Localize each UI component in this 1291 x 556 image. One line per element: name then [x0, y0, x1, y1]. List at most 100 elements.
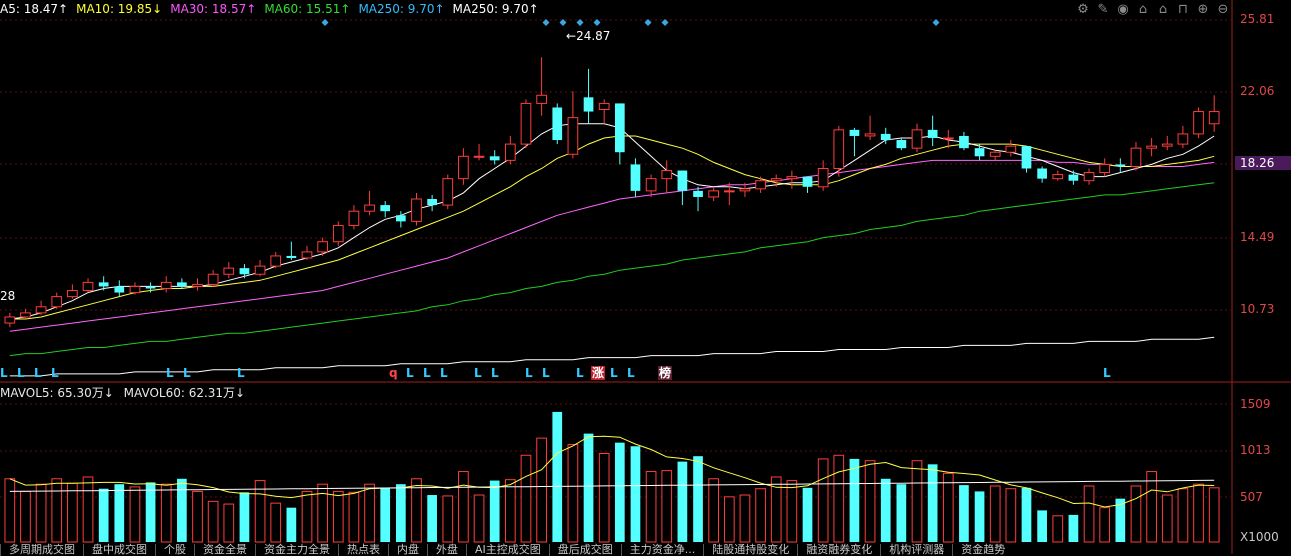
- signal-l: L: [610, 366, 618, 380]
- volume-bar: [1146, 471, 1157, 543]
- ma250-line: [9, 336, 1215, 377]
- candle-body: [802, 176, 813, 187]
- tab-14[interactable]: 资金趋势: [952, 544, 1013, 556]
- mavol60-line: [9, 479, 1215, 492]
- signal-l: L: [1103, 366, 1111, 380]
- candle-body: [270, 255, 282, 267]
- tab-1[interactable]: 盘中成交图: [83, 544, 155, 556]
- candle-body: [442, 178, 454, 206]
- tab-0[interactable]: 多周期成交图: [0, 544, 83, 556]
- tab-10[interactable]: 主力资金净...: [620, 544, 704, 556]
- min-price-label: 28: [0, 289, 16, 303]
- legend-ma10: MA10: 19.85↓: [76, 2, 163, 16]
- volume-bar: [380, 487, 391, 542]
- volume-bar: [974, 491, 985, 542]
- tab-5[interactable]: 热点表: [338, 544, 388, 556]
- candle-body: [82, 281, 94, 292]
- volume-bar: [677, 461, 688, 542]
- candle-body: [129, 285, 141, 294]
- candle-body: [1193, 111, 1204, 135]
- tab-6[interactable]: 内盘: [388, 544, 427, 556]
- diamond-marker: [593, 19, 601, 26]
- home-icon[interactable]: ⌂: [1158, 2, 1168, 17]
- signal-l: L: [183, 366, 191, 380]
- volume-bar: [817, 458, 829, 543]
- signal-l: L: [166, 366, 174, 380]
- diamond-marker: [321, 19, 329, 26]
- candle-body: [598, 102, 610, 111]
- zoom-in-icon[interactable]: ⊕: [1197, 2, 1209, 17]
- volume-bar: [911, 460, 923, 543]
- signal-l: L: [576, 366, 584, 380]
- volume-bar: [1021, 487, 1032, 542]
- volume-bar: [51, 478, 63, 543]
- tab-13[interactable]: 机构评测器: [880, 544, 952, 556]
- price-legend: A5: 18.47↑ MA10: 19.85↓ MA30: 18.57↑ MA6…: [0, 1, 547, 17]
- volume-bar: [942, 472, 954, 543]
- volume-bar: [614, 442, 625, 542]
- volume-bar: [129, 486, 141, 543]
- volume-bar: [332, 490, 344, 543]
- candle-body: [1177, 133, 1189, 145]
- lock-icon[interactable]: ⊓: [1177, 2, 1189, 17]
- volume-bar: [98, 488, 109, 542]
- volume-axis-label-3: 507: [1240, 490, 1263, 504]
- legend-ma5: A5: 18.47↑: [0, 2, 69, 16]
- signal-l: L: [474, 366, 482, 380]
- signal-l: L: [525, 366, 533, 380]
- signal-l: L: [406, 366, 414, 380]
- candle-body: [739, 188, 751, 192]
- tab-3[interactable]: 资金全景: [194, 544, 255, 556]
- volume-bar: [286, 507, 297, 542]
- candle-body: [552, 107, 563, 141]
- bag-icon[interactable]: ⌂: [1138, 2, 1148, 17]
- volume-bar: [1037, 510, 1047, 542]
- tab-12[interactable]: 融资融券变化: [797, 544, 880, 556]
- candle-body: [1068, 174, 1079, 181]
- volume-bar: [536, 437, 547, 543]
- tab-2[interactable]: 个股: [155, 544, 194, 556]
- volume-bar: [504, 479, 516, 543]
- candle-body: [192, 283, 203, 287]
- volume-legend: MAVOL5: 65.30万↓ MAVOL60: 62.31万↓: [0, 385, 251, 401]
- candle-body: [1130, 147, 1142, 167]
- volume-bar: [1083, 485, 1095, 543]
- candle-body: [520, 102, 532, 145]
- candle-body: [708, 190, 720, 198]
- candle-body: [1146, 145, 1157, 149]
- volume-bar: [192, 490, 203, 543]
- signal-l: L: [542, 366, 550, 380]
- diamond-marker: [559, 19, 567, 26]
- volume-bar: [473, 494, 485, 543]
- legend-ma250-b: MA250: 9.70↑: [452, 2, 539, 16]
- pen-icon[interactable]: ✎: [1097, 2, 1109, 17]
- volume-bar: [833, 454, 845, 543]
- candle-body: [348, 210, 360, 226]
- candle-body: [411, 198, 422, 222]
- settings-icon[interactable]: ⚙: [1077, 2, 1089, 17]
- volume-bar: [896, 484, 907, 542]
- tab-4[interactable]: 资金主力全景: [255, 544, 338, 556]
- volume-bar: [67, 482, 78, 543]
- volume-bar: [82, 476, 94, 543]
- candle-body: [614, 103, 625, 153]
- eye-icon[interactable]: ◉: [1117, 2, 1129, 17]
- tab-9[interactable]: 盘后成交图: [548, 544, 621, 556]
- candle-body: [927, 129, 938, 138]
- candle-body: [536, 94, 547, 104]
- volume-axis-label-2: 1013: [1240, 443, 1271, 457]
- chart-toolbar: ⚙ ✎ ◉ ⌂ ⌂ ⊓ ⊕ ⊖: [1073, 2, 1233, 18]
- tab-8[interactable]: AI主控成交图: [466, 544, 549, 556]
- ma10-line: [9, 135, 1215, 320]
- signal-l: L: [627, 366, 635, 380]
- price-axis-label-4: 14.49: [1240, 230, 1275, 244]
- candle-body: [395, 215, 406, 222]
- candle-body: [207, 273, 219, 285]
- volume-bar: [739, 494, 751, 543]
- zoom-out-icon[interactable]: ⊖: [1217, 2, 1229, 17]
- volume-bar: [770, 476, 782, 543]
- tab-7[interactable]: 外盘: [427, 544, 466, 556]
- tab-11[interactable]: 陆股通持股变化: [703, 544, 797, 556]
- signal-l: L: [237, 366, 245, 380]
